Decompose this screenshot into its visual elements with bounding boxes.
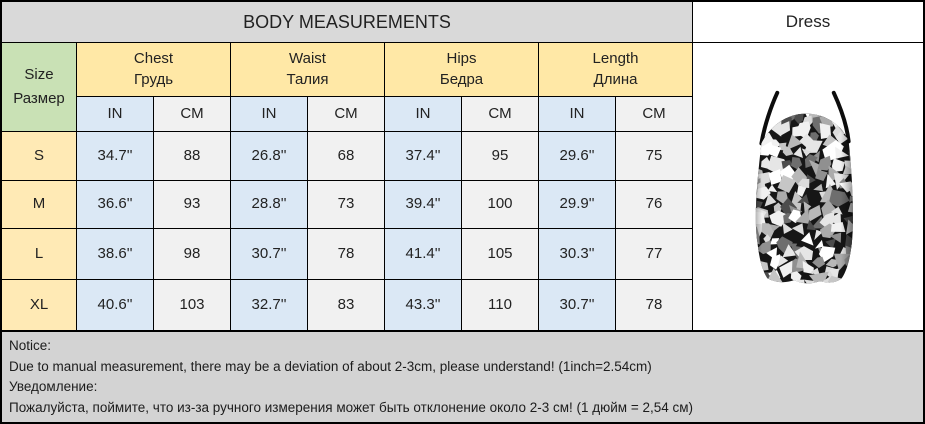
cell-xl-length-in: 30.7'': [539, 280, 616, 330]
unit-header-chest-in: IN: [77, 97, 154, 132]
measurement-table: BODY MEASUREMENTS Dress Size Размер Ches…: [2, 2, 923, 332]
dress-strap-left: [759, 90, 780, 146]
group-chest-en: Chest: [133, 50, 174, 68]
size-label-s: S: [2, 132, 77, 181]
group-header-waist: Waist Талия: [231, 43, 385, 97]
unit-header-length-in: IN: [539, 97, 616, 132]
group-hips-ru: Бедра: [439, 70, 484, 88]
size-label-m: M: [2, 181, 77, 229]
cell-m-chest-cm: 93: [154, 181, 231, 229]
unit-header-chest-cm: CM: [154, 97, 231, 132]
cell-m-length-in: 29.9'': [539, 181, 616, 229]
unit-header-length-cm: CM: [616, 97, 693, 132]
cell-l-waist-in: 30.7'': [231, 229, 308, 280]
cell-xl-hips-in: 43.3'': [385, 280, 462, 330]
unit-header-hips-cm: CM: [462, 97, 539, 132]
cell-l-chest-cm: 98: [154, 229, 231, 280]
cell-l-waist-cm: 78: [308, 229, 385, 280]
unit-header-waist-cm: CM: [308, 97, 385, 132]
cell-s-hips-in: 37.4'': [385, 132, 462, 181]
cell-l-chest-in: 38.6'': [77, 229, 154, 280]
dress-image-panel: [693, 43, 923, 330]
group-header-chest: Chest Грудь: [77, 43, 231, 97]
cell-l-length-in: 30.3'': [539, 229, 616, 280]
cell-m-hips-in: 39.4'': [385, 181, 462, 229]
notice-text-en: Due to manual measurement, there may be …: [9, 358, 652, 374]
cell-s-chest-in: 34.7'': [77, 132, 154, 181]
cell-m-length-cm: 76: [616, 181, 693, 229]
table-title: BODY MEASUREMENTS: [2, 2, 693, 43]
cell-l-hips-cm: 105: [462, 229, 539, 280]
size-header-ru: Размер: [13, 90, 65, 107]
group-header-length: Length Длина: [539, 43, 693, 97]
cell-m-chest-in: 36.6'': [77, 181, 154, 229]
group-length-en: Length: [592, 50, 639, 68]
group-header-hips: Hips Бедра: [385, 43, 539, 97]
group-hips-en: Hips: [446, 50, 477, 68]
cell-xl-waist-in: 32.7'': [231, 280, 308, 330]
unit-header-waist-in: IN: [231, 97, 308, 132]
size-column-header: Size Размер: [2, 43, 77, 132]
size-header-en: Size: [24, 66, 54, 83]
cell-m-waist-in: 28.8'': [231, 181, 308, 229]
size-label-xl: XL: [2, 280, 77, 330]
group-length-ru: Длина: [593, 70, 638, 88]
cell-l-hips-in: 41.4'': [385, 229, 462, 280]
cell-xl-chest-in: 40.6'': [77, 280, 154, 330]
notice-text-ru: Пожалуйста, поймите, что из-за ручного и…: [9, 399, 694, 415]
dress-strap-right: [831, 90, 851, 144]
group-chest-ru: Грудь: [133, 70, 174, 88]
cell-m-hips-cm: 100: [462, 181, 539, 229]
group-waist-en: Waist: [289, 50, 326, 68]
cell-xl-hips-cm: 110: [462, 280, 539, 330]
notice-section: Notice: Due to manual measurement, there…: [2, 332, 923, 422]
product-label: Dress: [693, 2, 923, 43]
cell-s-length-cm: 75: [616, 132, 693, 181]
notice-label-ru: Уведомление:: [9, 379, 98, 394]
dress-illustration: [755, 90, 853, 284]
cell-xl-length-cm: 78: [616, 280, 693, 330]
cell-s-chest-cm: 88: [154, 132, 231, 181]
cell-s-waist-in: 26.8'': [231, 132, 308, 181]
cell-l-length-cm: 77: [616, 229, 693, 280]
group-waist-ru: Талия: [286, 70, 329, 88]
cell-xl-waist-cm: 83: [308, 280, 385, 330]
unit-header-hips-in: IN: [385, 97, 462, 132]
cell-s-hips-cm: 95: [462, 132, 539, 181]
cell-s-waist-cm: 68: [308, 132, 385, 181]
notice-label-en: Notice:: [9, 338, 52, 353]
dress-shading: [755, 113, 853, 284]
cell-s-length-in: 29.6'': [539, 132, 616, 181]
cell-m-waist-cm: 73: [308, 181, 385, 229]
size-label-l: L: [2, 229, 77, 280]
cell-xl-chest-cm: 103: [154, 280, 231, 330]
